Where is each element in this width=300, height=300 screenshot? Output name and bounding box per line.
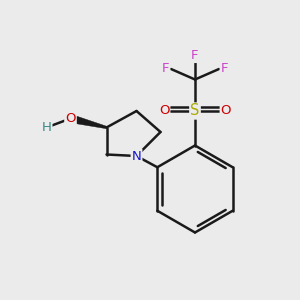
Text: O: O <box>65 112 76 125</box>
Text: O: O <box>159 104 169 118</box>
Text: O: O <box>220 104 231 118</box>
Polygon shape <box>70 114 107 129</box>
Text: H: H <box>42 121 51 134</box>
Text: N: N <box>132 149 141 163</box>
Text: F: F <box>220 62 228 76</box>
Text: F: F <box>191 49 199 62</box>
Text: F: F <box>162 62 169 76</box>
Text: S: S <box>190 103 200 118</box>
